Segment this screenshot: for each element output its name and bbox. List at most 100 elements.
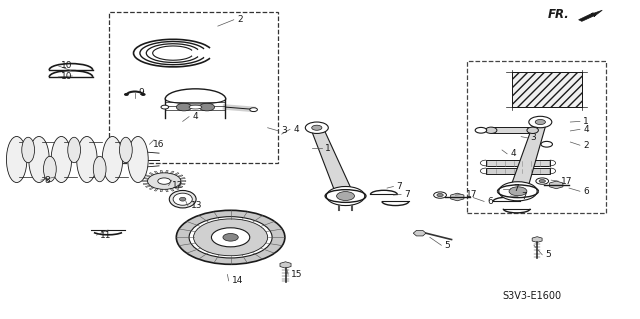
Text: 3: 3 [531,133,536,142]
Circle shape [148,173,180,189]
Ellipse shape [189,105,202,109]
Circle shape [125,93,128,95]
Circle shape [529,116,552,128]
Circle shape [141,93,145,95]
Ellipse shape [527,127,538,133]
Ellipse shape [179,197,186,201]
Polygon shape [532,237,542,242]
Circle shape [337,192,355,200]
Circle shape [223,234,238,241]
Polygon shape [154,189,158,191]
Polygon shape [170,171,174,174]
Text: 14: 14 [232,276,243,285]
Ellipse shape [77,137,97,182]
Polygon shape [579,10,602,21]
Text: 5: 5 [545,250,551,259]
Text: 5: 5 [445,241,451,250]
Text: 1: 1 [583,117,589,126]
Polygon shape [451,193,464,201]
Circle shape [189,217,272,258]
Text: 10: 10 [61,72,73,81]
Text: 4: 4 [583,125,589,134]
Ellipse shape [29,137,49,182]
Ellipse shape [22,137,35,163]
Circle shape [541,141,552,147]
Polygon shape [160,170,163,173]
Ellipse shape [51,137,72,182]
Circle shape [509,187,527,196]
Text: 10: 10 [61,61,73,70]
Polygon shape [174,173,179,175]
Text: S3V3-E1600: S3V3-E1600 [502,291,561,301]
Circle shape [199,103,214,111]
Polygon shape [180,178,185,179]
Text: 17: 17 [466,190,477,199]
Polygon shape [280,262,291,268]
Circle shape [536,178,548,184]
Ellipse shape [120,137,132,163]
Text: 11: 11 [100,231,111,240]
Text: 17: 17 [561,177,573,186]
Text: 6: 6 [487,197,493,206]
Ellipse shape [6,137,27,182]
Polygon shape [160,189,163,192]
Polygon shape [550,181,563,189]
Text: 12: 12 [172,181,183,190]
Polygon shape [143,181,148,182]
Text: 15: 15 [291,270,303,279]
Polygon shape [166,189,168,192]
Polygon shape [143,178,148,179]
Text: 7: 7 [404,190,410,199]
Circle shape [161,105,169,109]
Text: 16: 16 [153,140,164,149]
Text: 4: 4 [192,112,198,121]
Circle shape [176,210,285,264]
Ellipse shape [93,156,106,182]
Polygon shape [178,175,183,177]
Polygon shape [145,185,151,187]
Circle shape [539,180,545,183]
Ellipse shape [485,127,497,133]
Polygon shape [145,175,151,177]
Text: 9: 9 [138,88,144,97]
Circle shape [250,108,257,112]
Circle shape [158,178,171,184]
Ellipse shape [102,137,123,182]
Text: 7: 7 [513,184,519,193]
Circle shape [176,103,191,111]
Polygon shape [180,183,185,185]
Ellipse shape [170,190,196,208]
Polygon shape [166,170,168,173]
Circle shape [535,120,545,124]
Circle shape [312,125,322,130]
Text: 7: 7 [397,182,403,191]
Circle shape [437,194,444,197]
Bar [491,127,532,133]
Text: 2: 2 [583,141,589,150]
Bar [511,72,582,107]
Circle shape [193,219,268,256]
Text: 2: 2 [237,15,243,24]
Text: 4: 4 [510,149,516,158]
Text: 8: 8 [44,176,50,185]
Bar [467,61,606,213]
Circle shape [305,122,328,133]
Circle shape [434,192,447,198]
Ellipse shape [44,156,56,182]
Polygon shape [143,183,148,185]
Polygon shape [174,187,179,189]
Text: 13: 13 [191,201,202,210]
Text: 1: 1 [325,144,331,153]
Text: 3: 3 [282,126,287,135]
Polygon shape [149,187,154,189]
Ellipse shape [173,193,192,205]
Polygon shape [509,122,547,191]
Bar [109,12,278,163]
Ellipse shape [128,137,148,182]
Circle shape [499,182,537,201]
Circle shape [475,127,486,133]
Polygon shape [154,171,158,174]
Text: 6: 6 [583,187,589,196]
Polygon shape [180,181,186,182]
Circle shape [326,187,365,205]
